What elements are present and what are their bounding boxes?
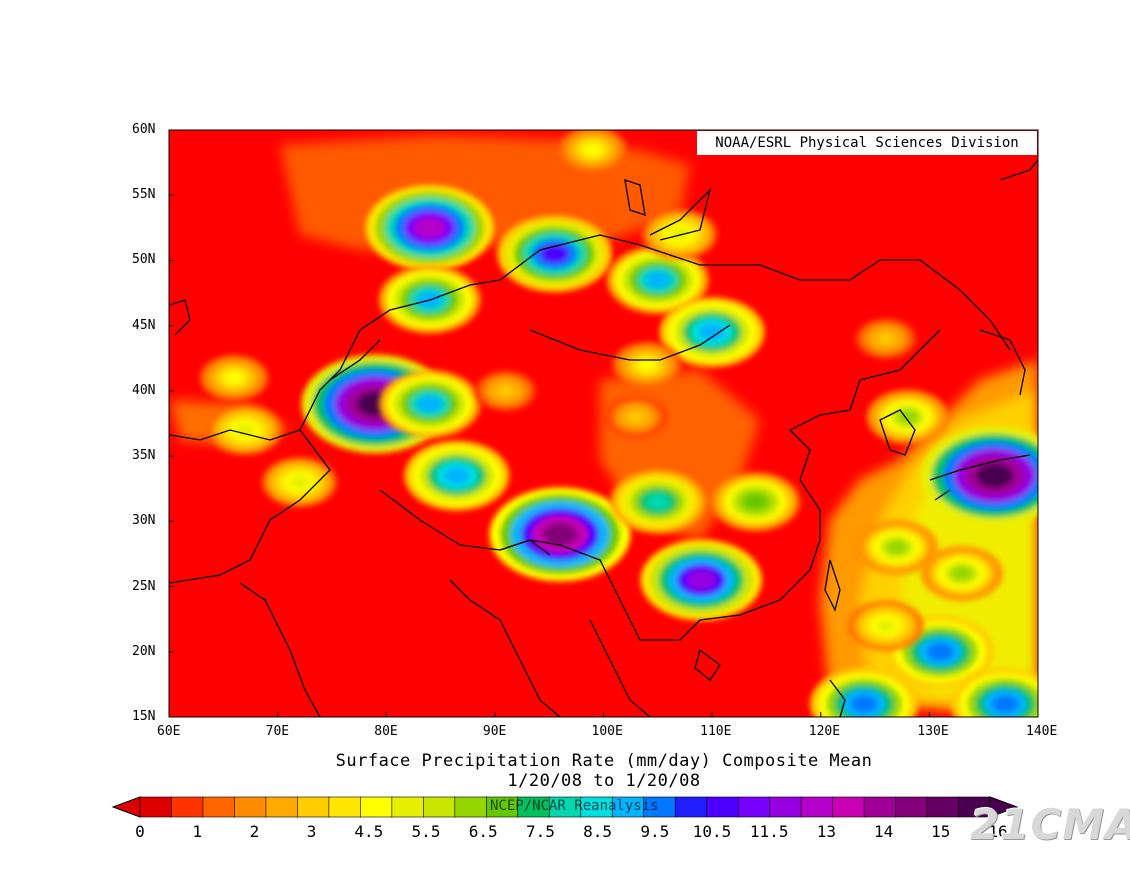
colorbar-label: 11.5 <box>749 822 789 841</box>
precip-blob <box>489 487 631 582</box>
colorbar-swatch <box>863 796 897 818</box>
precip-blob <box>855 318 917 360</box>
precip-blob <box>920 426 1038 525</box>
colorbar-label: 6.5 <box>468 822 498 841</box>
colorbar-swatch <box>360 796 393 818</box>
precip-blob <box>610 470 706 534</box>
lon-label: 80E <box>374 724 398 739</box>
axis-ticks <box>168 129 1039 718</box>
precip-blob <box>474 370 537 412</box>
precip-blob <box>921 546 1003 601</box>
precip-blobs <box>199 130 1038 717</box>
lat-label: 50N <box>132 252 156 268</box>
map-date-range: 1/20/08 to 1/20/08 <box>507 771 701 791</box>
colorbar-max-arrow <box>989 796 1019 818</box>
colorbar-label: 2 <box>249 822 260 841</box>
lon-label: 130E <box>917 724 949 739</box>
precip-blob <box>261 457 337 508</box>
colorbar-swatch <box>674 796 708 818</box>
precip-blob <box>640 539 762 621</box>
precip-blob <box>886 615 995 688</box>
precip-blob <box>605 396 667 438</box>
colorbar-swatch <box>297 796 330 818</box>
colorbar-label: 14 <box>873 822 894 841</box>
colorbar-swatch <box>234 796 267 818</box>
lon-label: 110E <box>700 724 732 739</box>
colorbar-label: 16 <box>988 822 1008 841</box>
precip-blob <box>866 389 949 445</box>
watermark-logo: 21CMA <box>970 800 1130 849</box>
colorbar-swatch <box>926 796 960 818</box>
lon-label: 100E <box>591 724 623 739</box>
precip-blob <box>711 472 800 532</box>
colorbar-label: 4.5 <box>354 822 384 841</box>
precip-blob <box>207 405 283 456</box>
precip-blob <box>199 355 269 401</box>
lon-label: 60E <box>157 724 181 739</box>
colorbar-label: 5.5 <box>411 822 441 841</box>
colorbar-swatch <box>454 796 488 818</box>
colorbar-swatch <box>265 796 299 818</box>
lon-label: 90E <box>482 724 507 739</box>
precip-blob <box>848 600 924 651</box>
precip-blob <box>497 215 612 293</box>
colorbar-label: 9.5 <box>640 822 670 841</box>
precip-blob <box>642 209 718 260</box>
colorbar-label: 10.5 <box>692 822 732 841</box>
colorbar-swatch <box>391 796 425 818</box>
precip-blob <box>810 667 919 717</box>
precip-blob <box>379 370 481 438</box>
lat-label: 35N <box>132 448 156 464</box>
precip-blob <box>365 185 494 271</box>
precip-blob <box>607 246 709 314</box>
credit-box: NOAA/ESRL Physical Sciences Division <box>697 131 1037 155</box>
colorbar-swatch <box>769 796 802 818</box>
colorbar-label: 13 <box>816 822 837 841</box>
colorbar-swatch <box>737 796 771 818</box>
lat-label: 30N <box>132 513 156 529</box>
colorbar-min-arrow <box>111 796 141 818</box>
colorbar-label: 0 <box>135 822 145 841</box>
colorbar-swatch <box>202 796 236 818</box>
colorbar <box>111 796 1019 818</box>
precip-blob <box>404 440 510 511</box>
colorbar-swatch <box>800 796 834 818</box>
precip-blob <box>612 342 682 388</box>
colorbar-swatch <box>171 796 204 818</box>
lat-label: 20N <box>132 643 156 659</box>
colorbar-swatch <box>706 796 739 818</box>
colorbar-label: 8.5 <box>583 822 613 841</box>
colorbar-swatch <box>139 796 173 818</box>
lat-label: 45N <box>132 317 156 333</box>
colorbar-swatch <box>328 796 362 818</box>
precip-blob <box>558 130 627 173</box>
lat-label: 60N <box>132 122 156 137</box>
precip-blob <box>951 667 1038 717</box>
lat-label: 25N <box>132 578 156 594</box>
colorbar-label: 1 <box>192 822 203 841</box>
colorbar-label: 15 <box>931 822 951 841</box>
source-note: NCEP/NCAR Reanalysis <box>490 798 659 814</box>
lat-label: 55N <box>132 187 156 203</box>
lon-label: 70E <box>265 724 290 739</box>
colorbar-swatch <box>423 796 456 818</box>
coastlines <box>169 159 1038 717</box>
lon-label: 140E <box>1026 724 1058 739</box>
colorbar-label: 7.5 <box>525 822 555 841</box>
lat-label: 15N <box>132 709 156 724</box>
map-title: Surface Precipitation Rate (mm/day) Comp… <box>335 751 873 771</box>
colorbar-swatch <box>832 796 865 818</box>
lat-label: 40N <box>132 382 156 398</box>
colorbar-swatch <box>895 796 928 818</box>
precip-blob <box>855 520 938 575</box>
colorbar-label: 3 <box>306 822 317 841</box>
lon-label: 120E <box>808 724 841 739</box>
